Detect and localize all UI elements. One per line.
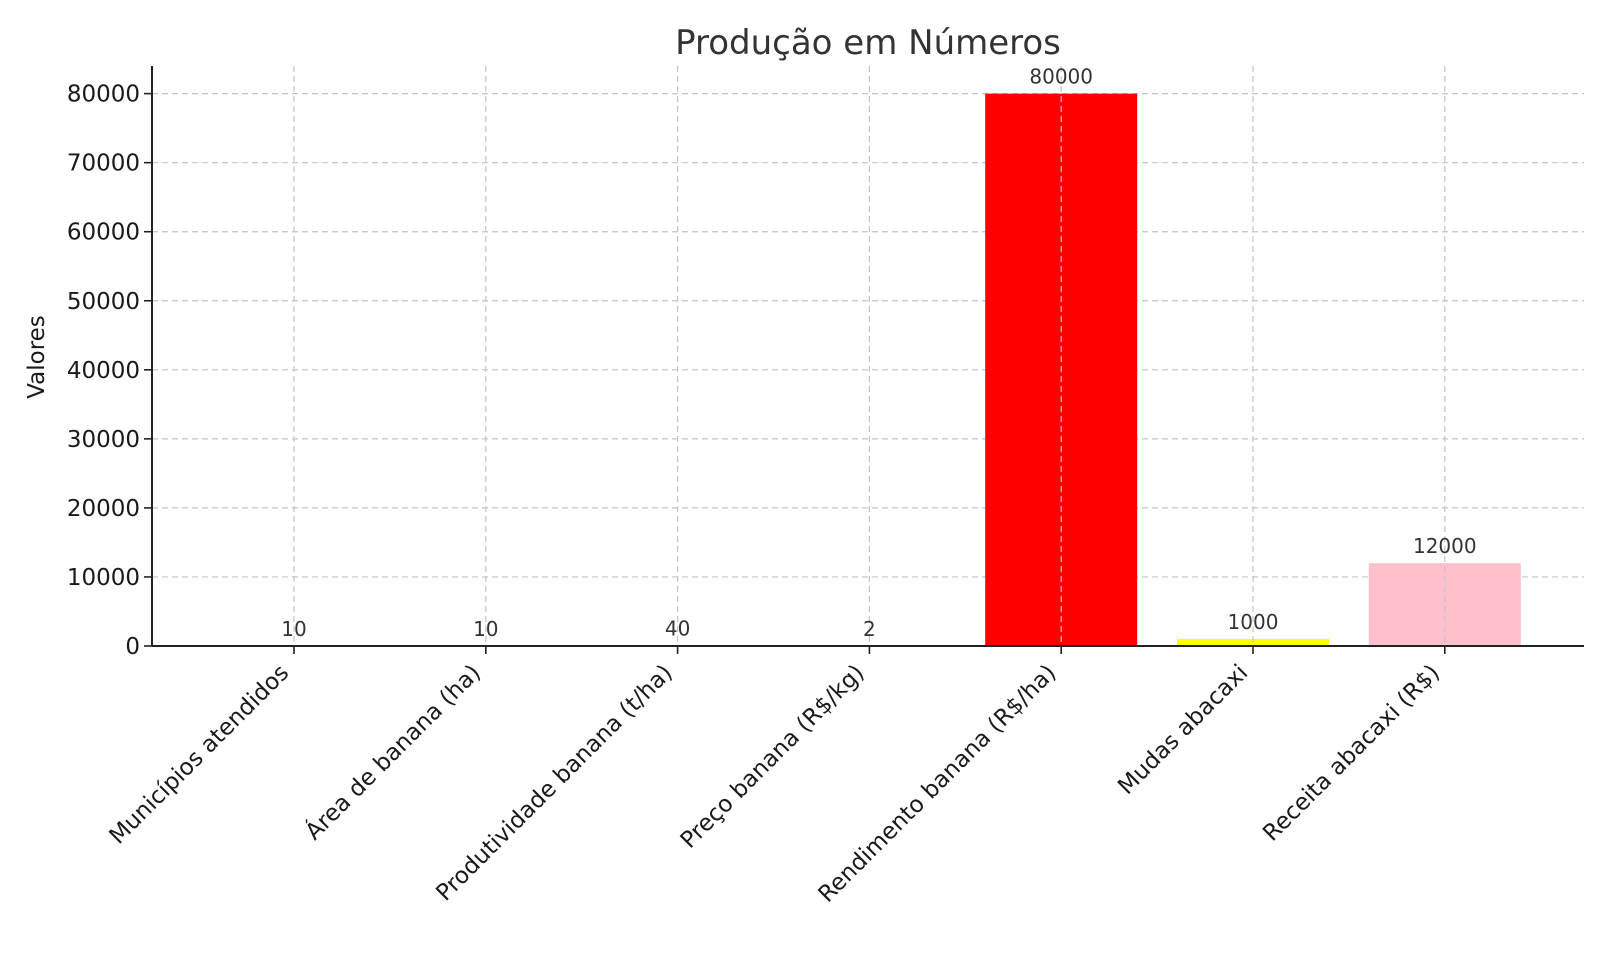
y-axis-label: Valores — [24, 315, 50, 399]
data-label: 1000 — [1228, 610, 1279, 634]
data-labels: 10 10 40 2 80000 1000 12000 — [281, 65, 1476, 641]
y-tick-label: 80000 — [67, 82, 140, 108]
axes — [151, 66, 1584, 647]
y-tick-label: 50000 — [67, 289, 140, 315]
y-tick-label: 30000 — [67, 427, 140, 453]
y-tick-label: 0 — [125, 634, 140, 660]
x-tick-label: Receita abacaxi (R$) — [1258, 660, 1445, 847]
y-tick-label: 60000 — [67, 220, 140, 246]
y-axis-ticks: 0 10000 20000 30000 40000 50000 60000 70000 8000… — [67, 82, 152, 660]
data-label: 2 — [863, 617, 876, 641]
x-tick-label: Produtividade banana (t/ha) — [431, 660, 677, 906]
bar — [1177, 639, 1329, 646]
x-axis-ticks: Municípios atendidos Área de banana (ha)P… — [105, 646, 1446, 908]
x-tick-label: Municípios atendidos — [105, 660, 295, 850]
x-tick-label: Área de banana (ha) — [299, 658, 486, 845]
data-label: 10 — [281, 617, 306, 641]
y-tick-label: 40000 — [67, 358, 140, 384]
x-tick-label: Preço banana (R$/kg) — [676, 660, 870, 854]
x-grid-lines — [293, 66, 1446, 646]
data-label: 10 — [473, 617, 498, 641]
y-tick-label: 70000 — [67, 151, 140, 177]
data-label: 40 — [665, 617, 690, 641]
x-tick-label: Mudas abacaxi — [1113, 660, 1253, 800]
grid-lines — [152, 93, 1584, 578]
bar — [1368, 563, 1521, 646]
y-tick-label: 20000 — [67, 496, 140, 522]
y-tick-label: 10000 — [67, 565, 140, 591]
data-label: 12000 — [1413, 534, 1477, 558]
chart-title: Produção em Números — [675, 23, 1061, 63]
data-label: 80000 — [1029, 65, 1093, 89]
